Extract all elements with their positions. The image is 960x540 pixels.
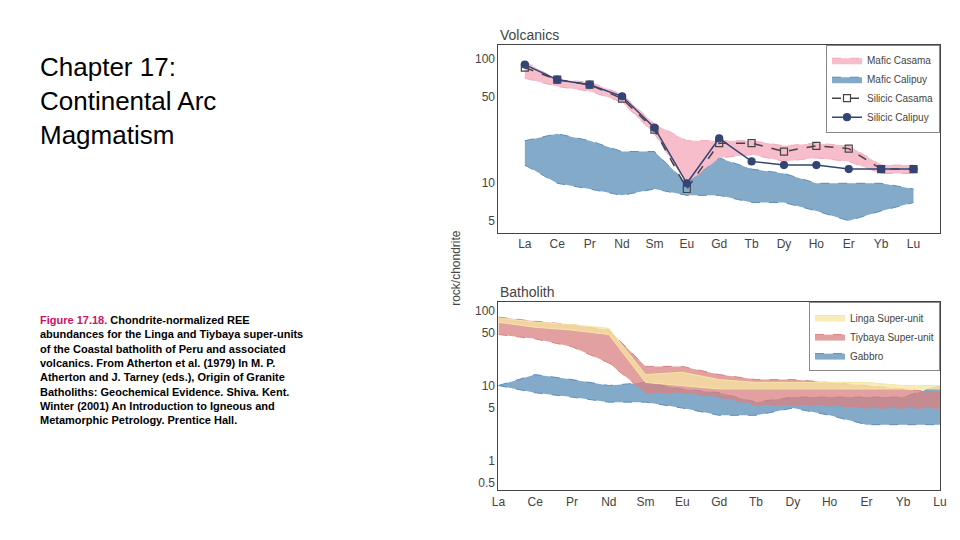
svg-text:Eu: Eu [675, 495, 690, 509]
svg-text:Figure 17.18. Chondrite-normal: Figure 17.18. Chondrite-normalized REEab… [40, 314, 303, 426]
svg-text:10: 10 [482, 176, 496, 190]
svg-text:Lu: Lu [933, 495, 946, 509]
svg-text:Yb: Yb [896, 495, 911, 509]
svg-text:0.5: 0.5 [478, 476, 495, 490]
svg-text:rock/chondrite: rock/chondrite [449, 230, 463, 306]
svg-text:Mafic Calipuy: Mafic Calipuy [867, 74, 927, 85]
svg-text:Mafic Casama: Mafic Casama [867, 55, 931, 66]
svg-text:Dy: Dy [777, 237, 792, 251]
svg-text:Silicic Calipuy: Silicic Calipuy [867, 112, 929, 123]
svg-text:Eu: Eu [679, 237, 694, 251]
svg-text:Er: Er [843, 237, 855, 251]
svg-text:Tb: Tb [745, 237, 759, 251]
svg-text:Dy: Dy [785, 495, 800, 509]
svg-text:Batholith: Batholith [500, 284, 554, 300]
svg-text:5: 5 [488, 214, 495, 228]
svg-text:Tiybaya Super-unit: Tiybaya Super-unit [850, 332, 934, 343]
svg-text:50: 50 [482, 326, 496, 340]
svg-text:Er: Er [860, 495, 872, 509]
svg-text:Linga Super-unit: Linga Super-unit [850, 313, 924, 324]
svg-text:100: 100 [475, 304, 495, 318]
svg-text:1: 1 [488, 454, 495, 468]
svg-text:Yb: Yb [874, 237, 889, 251]
svg-text:Ce: Ce [528, 495, 544, 509]
svg-text:Gd: Gd [711, 237, 727, 251]
svg-text:Gabbro: Gabbro [850, 351, 884, 362]
svg-text:Ce: Ce [550, 237, 566, 251]
svg-text:Ho: Ho [822, 495, 838, 509]
svg-text:La: La [518, 237, 532, 251]
svg-text:Nd: Nd [614, 237, 629, 251]
svg-text:Lu: Lu [907, 237, 920, 251]
svg-text:Pr: Pr [566, 495, 578, 509]
svg-text:Volcanics: Volcanics [500, 27, 559, 43]
svg-text:5: 5 [488, 401, 495, 415]
svg-text:Gd: Gd [711, 495, 727, 509]
svg-text:Silicic Casama: Silicic Casama [867, 93, 933, 104]
svg-text:10: 10 [482, 379, 496, 393]
svg-text:Sm: Sm [637, 495, 655, 509]
svg-text:Nd: Nd [601, 495, 616, 509]
svg-text:Tb: Tb [749, 495, 763, 509]
svg-text:Chapter 17:Continental ArcMagm: Chapter 17:Continental ArcMagmatism [40, 52, 216, 150]
svg-text:100: 100 [475, 52, 495, 66]
svg-text:La: La [492, 495, 506, 509]
svg-text:50: 50 [482, 90, 496, 104]
svg-text:Pr: Pr [584, 237, 596, 251]
svg-text:Ho: Ho [809, 237, 825, 251]
svg-text:Sm: Sm [645, 237, 663, 251]
